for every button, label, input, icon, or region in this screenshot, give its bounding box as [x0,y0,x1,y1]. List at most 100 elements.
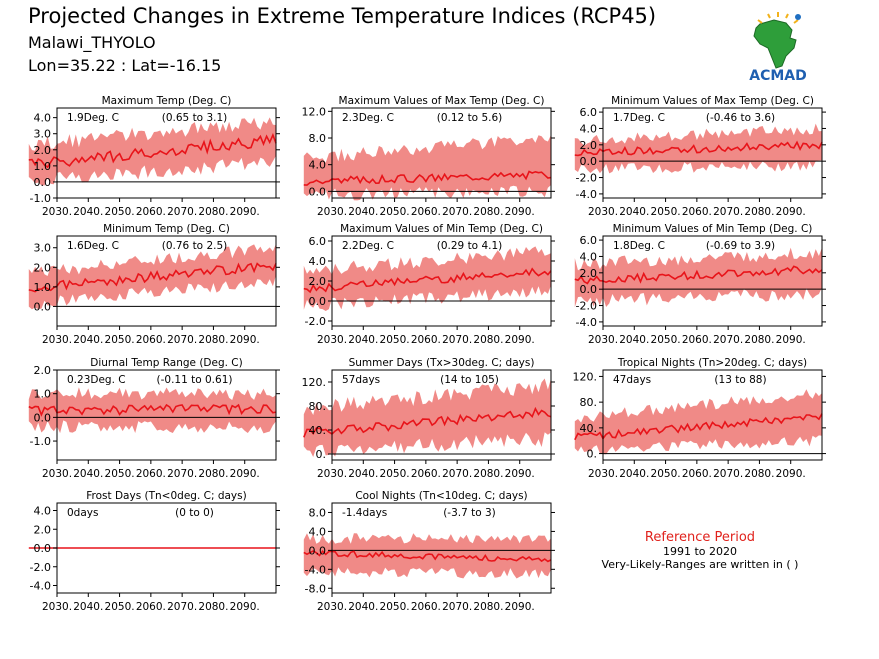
y-tick-label: 80. [580,396,598,409]
x-tick-label: 2040. [348,206,378,218]
x-tick-label: 2090. [230,468,260,480]
mean-line [303,549,552,563]
y-tick-label: 120. [302,376,327,389]
likely-range: (0.29 to 4.1) [437,240,503,252]
africa-map-icon [753,19,797,69]
x-tick-label: 2070. [442,206,472,218]
x-tick-label: 2040. [619,334,649,346]
x-tick-label: 2030. [317,206,347,218]
y-tick-label: 1.0 [34,160,52,173]
y-tick-label: -1.0 [30,435,51,448]
page-title: Projected Changes in Extreme Temperature… [28,4,657,28]
x-tick-label: 2090. [230,334,260,346]
change-value: 2.3Deg. C [342,112,394,124]
y-tick-label: 8.0 [309,506,327,519]
y-tick-label: 1.0 [34,281,52,294]
x-tick-label: 2030. [42,206,72,218]
plot-frame [331,107,552,199]
chart-title: Frost Days (Tn<0deg. C; days) [86,490,246,502]
y-tick-label: -2.0 [30,561,51,574]
change-value: 1.9Deg. C [67,112,119,124]
y-tick-label: 0.0 [34,542,52,555]
chart-panel: -4.0 -2.0 0.0 2.0 4.0 2030. 2040. 2050. 2060. 207… [28,490,280,613]
plot-frame [331,369,552,461]
chart-title: Minimum Values of Max Temp (Deg. C) [611,95,814,107]
chart-panel: -4.0 -2.0 0.0 2.0 4.0 6.0 2030. 2040. 2050. 2060.… [574,95,826,218]
y-tick-label: 4.0 [580,122,598,135]
likely-range: (0.12 to 5.6) [437,112,503,124]
coordinates-label: Lon=35.22 : Lat=-16.15 [28,56,222,75]
plot-frame [602,107,823,199]
likely-range: (-0.11 to 0.61) [157,374,233,386]
chart-title: Cool Nights (Tn<10deg. C; days) [355,490,527,502]
x-tick-label: 2040. [619,206,649,218]
chart-title: Summer Days (Tx>30deg. C; days) [349,357,535,369]
y-tick-label: 6.0 [580,106,598,119]
uncertainty-band [574,123,822,174]
likely-range: (-3.7 to 3) [443,507,496,519]
x-tick-label: 2080. [473,601,503,613]
x-tick-label: 2050. [651,206,681,218]
mean-line [574,140,823,157]
y-tick-label: -2.0 [576,300,597,313]
likely-range: (14 to 105) [440,374,499,386]
mean-line [303,406,552,438]
x-tick-label: 2090. [505,468,535,480]
x-tick-label: 2090. [505,334,535,346]
x-tick-label: 2080. [744,334,774,346]
x-tick-label: 2060. [682,468,712,480]
likely-range: (0.76 to 2.5) [162,240,228,252]
y-tick-label: 0.0 [309,544,327,557]
mean-line [574,413,823,441]
y-tick-label: -2.0 [576,172,597,185]
likely-range: (0 to 0) [175,507,214,519]
chart-title: Maximum Values of Min Temp (Deg. C) [340,223,543,235]
chart-panel: -8.0 -4.0 0.0 4.0 8.0 2030. 2040. 2050. 2060. 207… [303,490,555,613]
y-tick-label: -4.0 [305,563,326,576]
x-tick-label: 2050. [380,601,410,613]
y-tick-label: 2.0 [34,364,52,377]
y-tick-label: 6.0 [309,235,327,248]
y-tick-label: -8.0 [305,582,326,595]
mean-line [28,262,277,293]
x-tick-label: 2060. [136,334,166,346]
x-tick-label: 2030. [317,601,347,613]
x-tick-label: 2070. [167,468,197,480]
y-tick-label: 0.0 [580,155,598,168]
x-tick-label: 2080. [744,206,774,218]
x-tick-label: 2050. [105,334,135,346]
y-tick-label: 0.0 [309,295,327,308]
y-tick-label: 3.0 [34,128,52,141]
y-tick-label: 0. [316,448,327,461]
water-drop-icon [795,14,801,20]
change-value: 1.6Deg. C [67,240,119,252]
change-value: 57days [342,374,380,386]
x-tick-label: 2060. [136,206,166,218]
y-tick-label: 4.0 [34,112,52,125]
x-tick-label: 2070. [167,334,197,346]
chart-title: Minimum Values of Min Temp (Deg. C) [613,223,813,235]
uncertainty-band [28,117,276,186]
y-tick-label: 8.0 [309,132,327,145]
change-value: 1.8Deg. C [613,240,665,252]
x-tick-label: 2040. [348,601,378,613]
sun-rays-icon [757,12,799,24]
y-tick-label: 80. [309,400,327,413]
x-tick-label: 2040. [348,334,378,346]
y-tick-label: 0.0 [34,300,52,313]
acmad-logo: ACMAD [749,12,807,84]
x-tick-label: 2040. [619,468,649,480]
x-tick-label: 2080. [198,206,228,218]
y-tick-label: 4.0 [34,505,52,518]
x-tick-label: 2080. [744,468,774,480]
x-tick-label: 2030. [42,334,72,346]
y-tick-label: 0.0 [309,185,327,198]
mean-line [574,265,823,285]
x-tick-label: 2090. [505,206,535,218]
x-tick-label: 2030. [42,601,72,613]
y-tick-label: -4.0 [576,188,597,201]
likely-range: (0.65 to 3.1) [162,112,228,124]
chart-panel: 0. 40. 80. 120. 2030. 2040. 2050. 2060. 2070. 208… [302,357,555,480]
x-tick-label: 2070. [713,334,743,346]
